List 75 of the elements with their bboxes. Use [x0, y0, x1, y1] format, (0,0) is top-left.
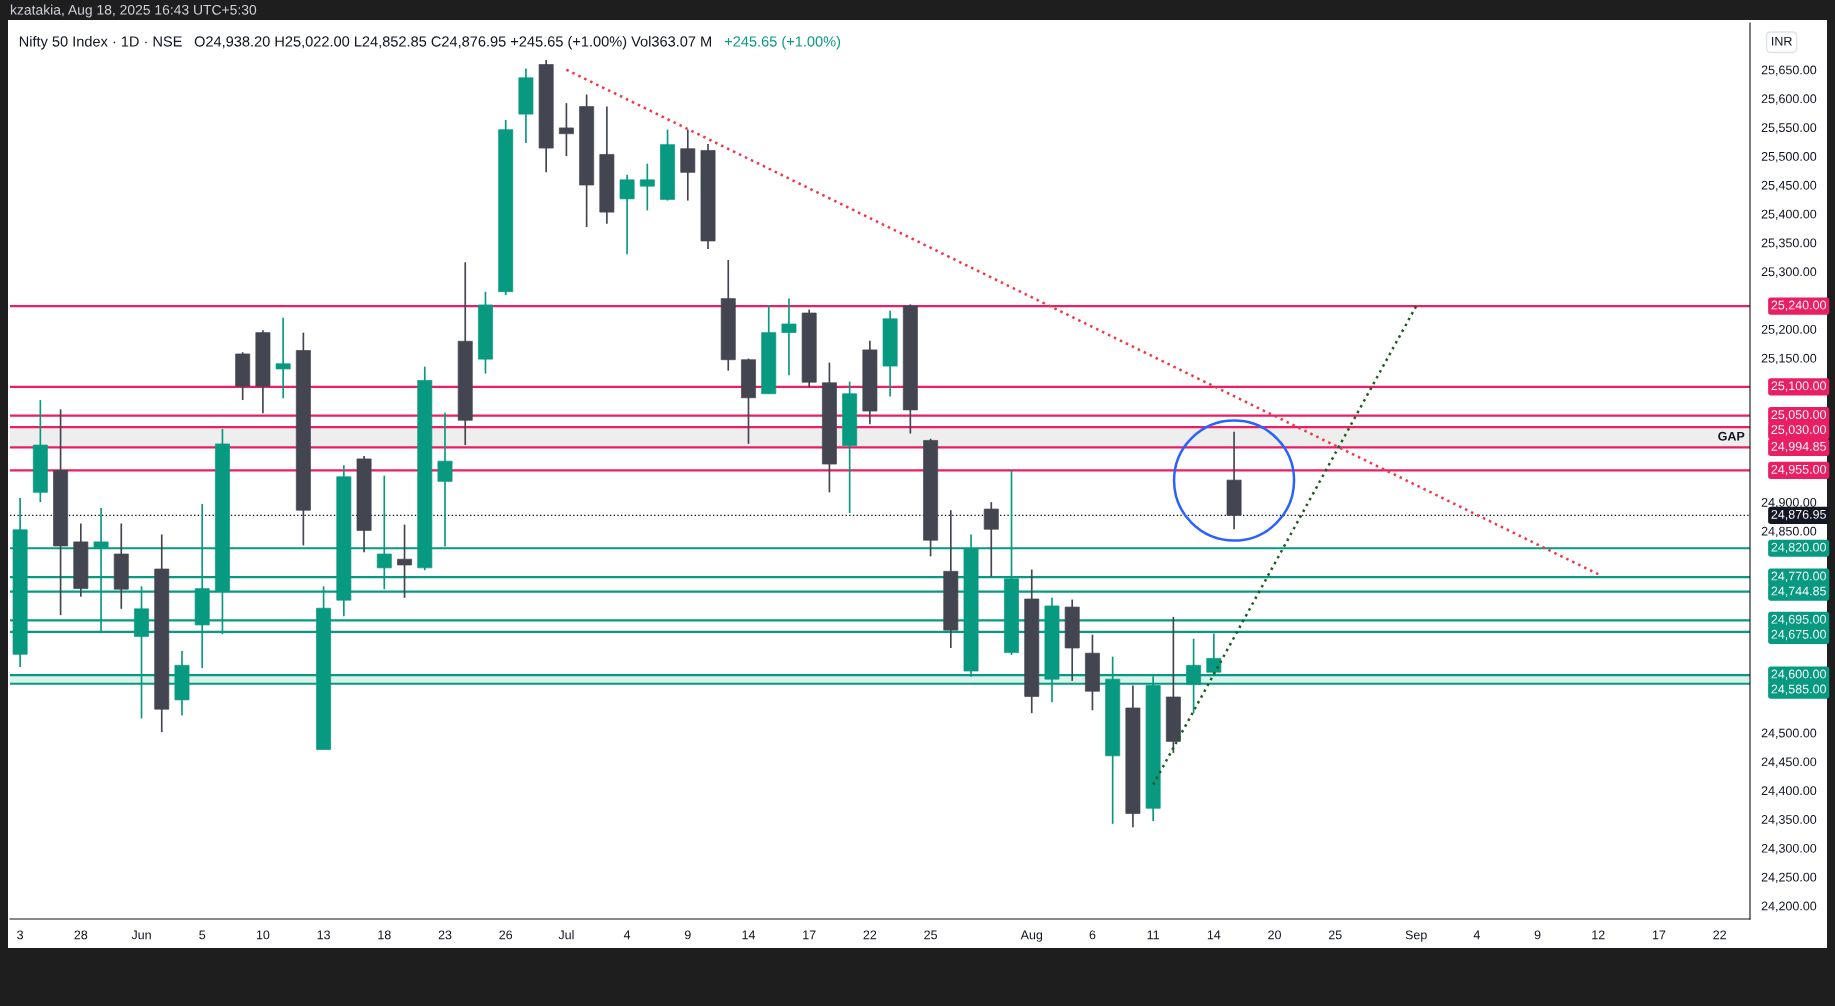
x-tick-label: 9: [684, 930, 691, 940]
y-tick-label: 24,250.00: [1761, 872, 1817, 884]
x-tick-label: 14: [742, 930, 756, 940]
ref-line-label: 25,100.00: [1771, 381, 1826, 392]
x-tick-label: 10: [256, 930, 270, 940]
x-tick-label: 28: [74, 930, 88, 940]
y-tick-label: 25,450.00: [1761, 180, 1817, 192]
x-tick-label: Jul: [558, 930, 574, 940]
text: Nifty 50 Index · 1D · NSE: [19, 35, 182, 50]
y-tick-label: 25,650.00: [1761, 65, 1817, 76]
x-tick-label: 18: [378, 930, 391, 940]
ref-line-label: 24,820.00: [1771, 542, 1826, 554]
y-tick-label: 25,200.00: [1761, 324, 1817, 336]
x-tick-label: 13: [317, 930, 331, 940]
y-tick-label: 24,500.00: [1761, 728, 1817, 739]
ref-line-label: 24,695.00: [1771, 614, 1826, 626]
x-tick-label: 20: [1268, 930, 1281, 940]
x-tick-label: Jun: [131, 930, 151, 940]
x-tick-label: 22: [1713, 930, 1726, 940]
candlestick: [558, 102, 574, 158]
x-tick-label: 4: [623, 930, 631, 940]
y-tick-label: 24,200.00: [1761, 901, 1817, 912]
y-tick-label: 24,450.00: [1761, 757, 1817, 768]
ref-line-label: 25,030.00: [1771, 425, 1826, 436]
y-tick-label: 25,550.00: [1761, 123, 1817, 134]
x-tick-label: 4: [1473, 930, 1480, 940]
text: O24,938.20 H25,022.00 L24,852.85 C24,876.95 +245.65 (+1.00%) Vol363.07 M: [194, 35, 711, 50]
x-tick-label: 25: [1328, 930, 1342, 940]
x-tick-label: 23: [438, 930, 452, 940]
y-tick-label: 25,300.00: [1761, 267, 1817, 278]
x-tick-label: 22: [863, 930, 877, 940]
ref-line-label: 25,240.00: [1771, 300, 1826, 311]
y-tick-label: 24,850.00: [1761, 526, 1817, 538]
x-tick-label: Aug: [1020, 930, 1043, 942]
y-tick-label: 25,500.00: [1761, 151, 1817, 163]
y-tick-label: 25,350.00: [1761, 238, 1817, 249]
ref-line-label: 24,955.00: [1771, 464, 1826, 476]
x-tick-label: 25: [924, 930, 938, 940]
candlestick: [397, 523, 412, 599]
x-tick-label: 5: [199, 930, 206, 940]
ref-line-label: 25,050.00: [1771, 410, 1826, 421]
y-tick-label: 24,400.00: [1761, 786, 1817, 797]
y-tick-label: 24,350.00: [1761, 815, 1817, 826]
x-tick-label: 6: [1089, 930, 1096, 940]
candlestick: [781, 297, 797, 377]
y-tick-label: 24,900.00: [1761, 497, 1817, 509]
y-tick-label: 24,300.00: [1761, 843, 1817, 855]
x-tick-label: 12: [1592, 930, 1605, 940]
x-tick-label: 14: [1207, 930, 1221, 940]
x-tick-label: 17: [803, 930, 816, 940]
text: kzatakia, Aug 18, 2025 16:43 UTC+5:30: [10, 4, 257, 18]
candlestick: [983, 501, 999, 578]
x-tick-label: Sep: [1405, 930, 1427, 942]
annotation: +245.65 (+1.00%): [724, 35, 841, 50]
ref-line-label: 24,994.85: [1771, 441, 1826, 453]
candlestick: [275, 316, 291, 400]
candlestick: [680, 128, 696, 202]
band-label: GAP: [1718, 431, 1745, 441]
y-axis-title: INR: [1772, 36, 1792, 46]
ref-line-label: 24,585.00: [1771, 684, 1826, 695]
candlestick: [619, 173, 635, 256]
ref-line-label: 24,600.00: [1771, 669, 1826, 680]
ref-line-label: 24,675.00: [1771, 629, 1826, 641]
ref-line-label: 24,876.95: [1771, 509, 1826, 521]
ref-line-label: 24,744.85: [1771, 586, 1826, 597]
y-tick-label: 25,400.00: [1761, 209, 1817, 220]
candlestick: [639, 162, 655, 212]
x-tick-label: 17: [1652, 930, 1666, 940]
y-tick-label: 25,150.00: [1761, 353, 1817, 365]
x-tick-label: 3: [17, 930, 24, 940]
x-tick-label: 11: [1147, 930, 1160, 940]
y-tick-label: 25,600.00: [1761, 94, 1817, 105]
x-tick-label: 9: [1534, 930, 1541, 940]
ref-line-label: 24,770.00: [1771, 571, 1826, 582]
x-tick-label: 26: [499, 930, 513, 940]
